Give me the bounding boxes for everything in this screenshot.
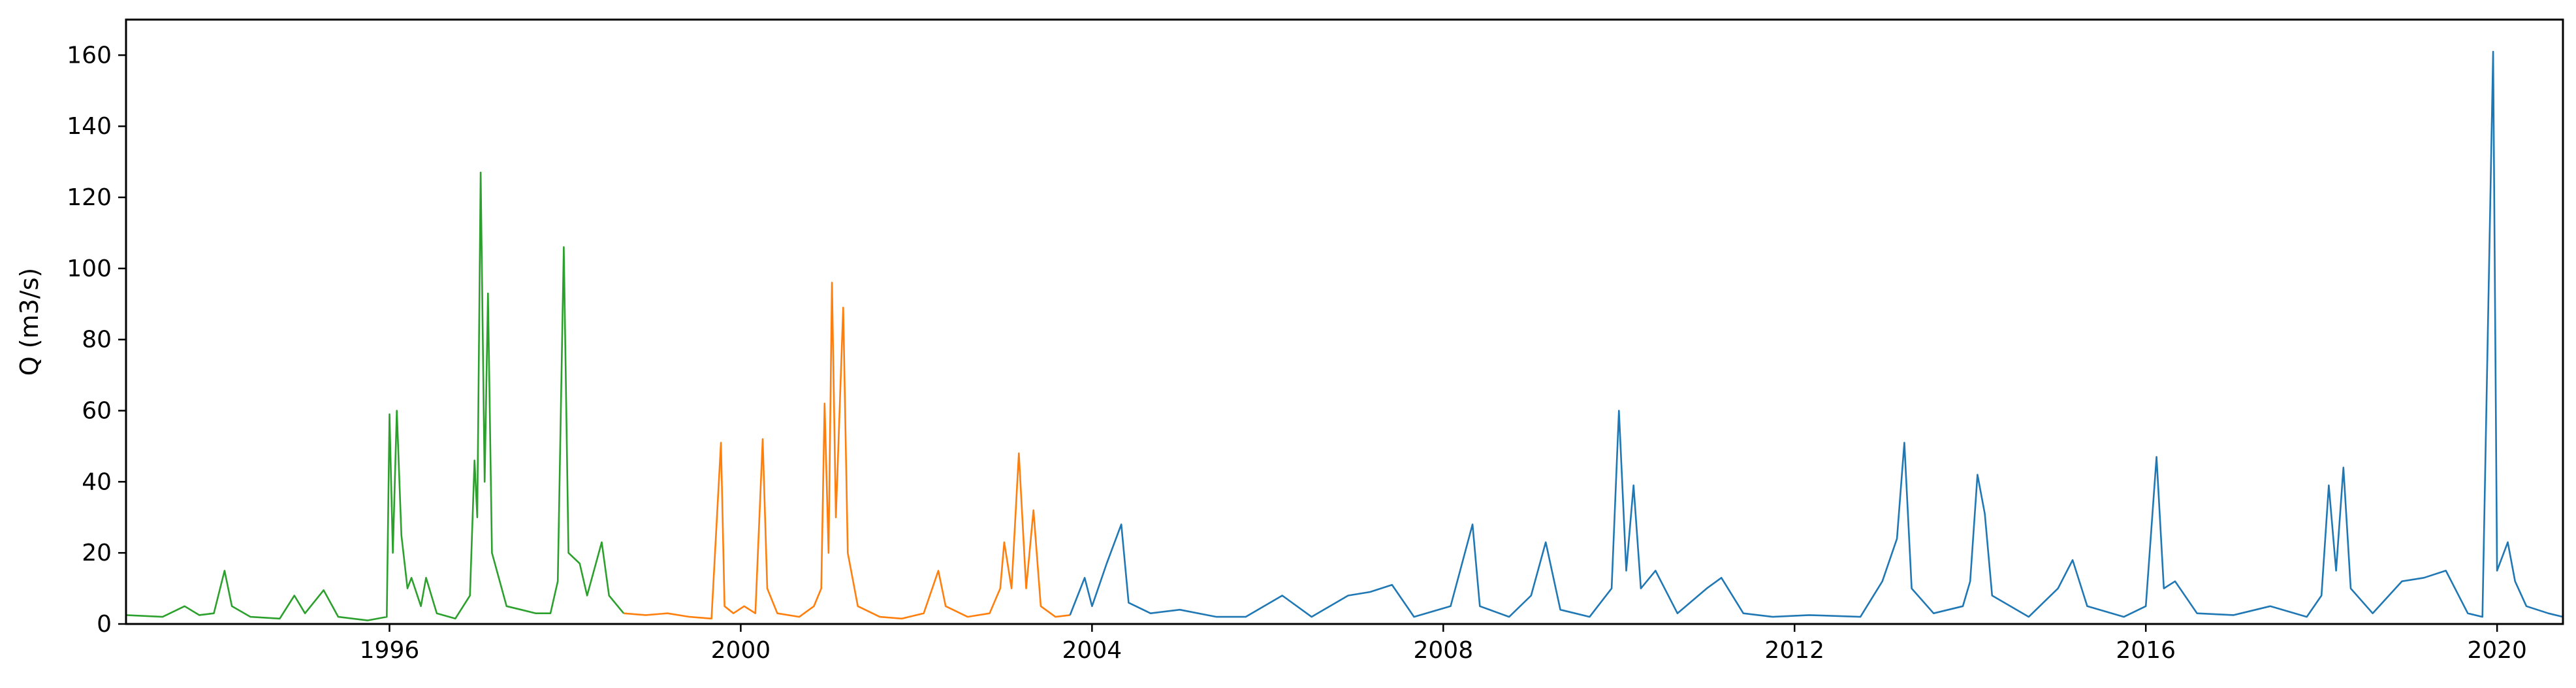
y-tick-label: 140: [67, 113, 112, 140]
y-tick-label: 0: [97, 611, 112, 638]
y-tick-label: 160: [67, 42, 112, 69]
x-tick-label: 2016: [2116, 637, 2176, 664]
series-line-1: [125, 171, 625, 621]
y-tick-label: 20: [82, 540, 112, 566]
y-tick-label: 100: [67, 255, 112, 282]
x-tick-label: 2012: [1764, 637, 1824, 664]
series-line-2: [623, 282, 1070, 620]
x-tick-label: 2000: [711, 637, 771, 664]
x-axis-ticks: 1996 2000 2004 2008 2012 2016 2020: [360, 624, 2527, 664]
series-line-3: [1069, 50, 2564, 618]
series-layer: [125, 50, 2564, 621]
y-tick-label: 40: [82, 468, 112, 495]
plot-frame: [125, 18, 2564, 625]
x-tick-label: 1996: [360, 637, 420, 664]
y-axis-ticks: 0 20 40 60 80 100 120 140 160: [67, 42, 126, 638]
y-tick-label: 60: [82, 398, 112, 425]
y-tick-label: 80: [82, 327, 112, 353]
y-axis-title: Q (m3/s): [15, 268, 44, 376]
x-tick-label: 2008: [1413, 637, 1473, 664]
y-tick-label: 120: [67, 184, 112, 211]
x-tick-label: 2020: [2467, 637, 2527, 664]
x-tick-label: 2004: [1062, 637, 1122, 664]
